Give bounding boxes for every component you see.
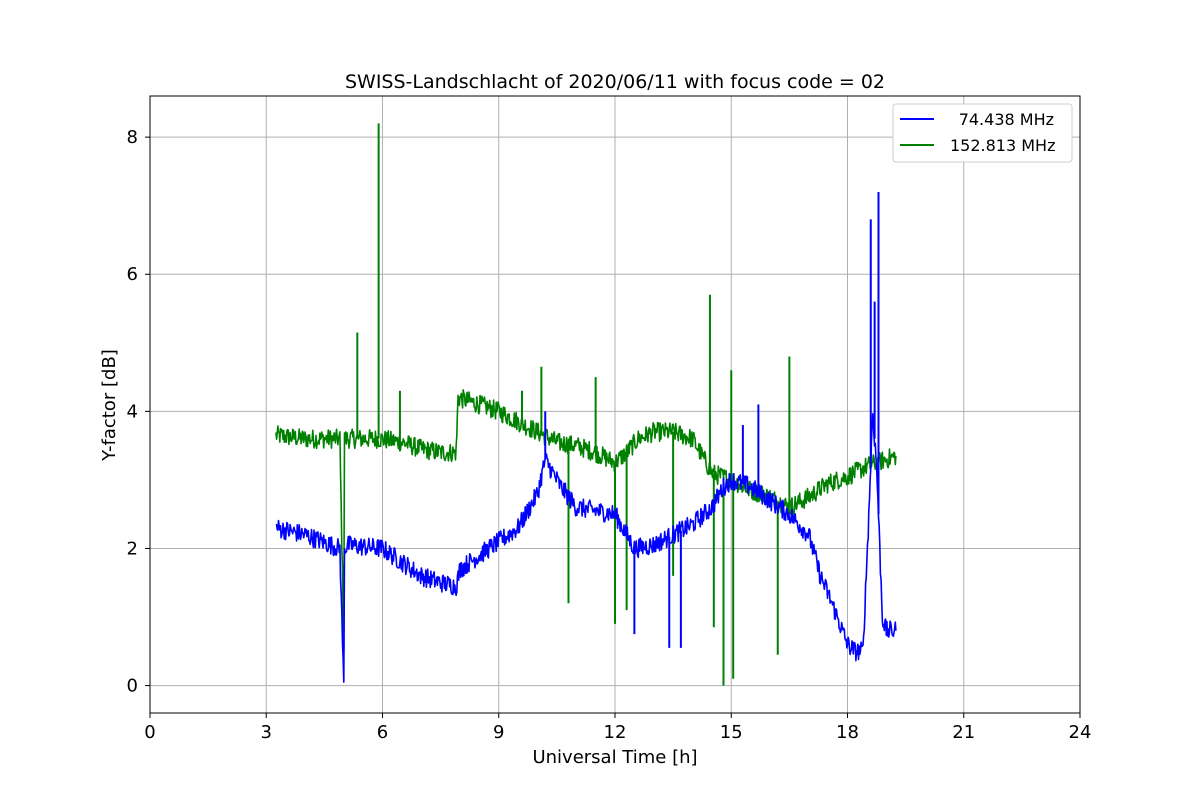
x-tick-label: 18 [836,722,859,743]
x-tick-label: 3 [261,722,272,743]
x-tick-label: 21 [952,722,975,743]
legend-label-blue: 74.438 MHz [959,110,1054,129]
chart-title: SWISS-Landschlacht of 2020/06/11 with fo… [345,71,885,93]
x-tick-label: 0 [144,722,155,743]
x-tick-label: 15 [720,722,743,743]
y-tick-label: 8 [127,127,138,148]
legend: 74.438 MHz 152.813 MHz [892,103,1073,163]
y-tick-label: 2 [127,538,138,559]
series-line [275,389,897,651]
x-axis-label: Universal Time [h] [532,747,697,768]
legend-label-green: 152.813 MHz [950,136,1055,155]
x-tick-label: 6 [377,722,388,743]
x-tick-label: 9 [493,722,504,743]
y-tick-label: 0 [127,676,138,697]
x-tick-label: 12 [604,722,627,743]
x-tick-label: 24 [1069,722,1092,743]
y-tick-label: 6 [127,264,138,285]
series-line [275,412,897,683]
y-tick-label: 4 [127,401,138,422]
series-layer [275,123,897,686]
legend-box [892,103,1073,163]
y-axis-label: Y-factor [dB] [99,349,120,462]
